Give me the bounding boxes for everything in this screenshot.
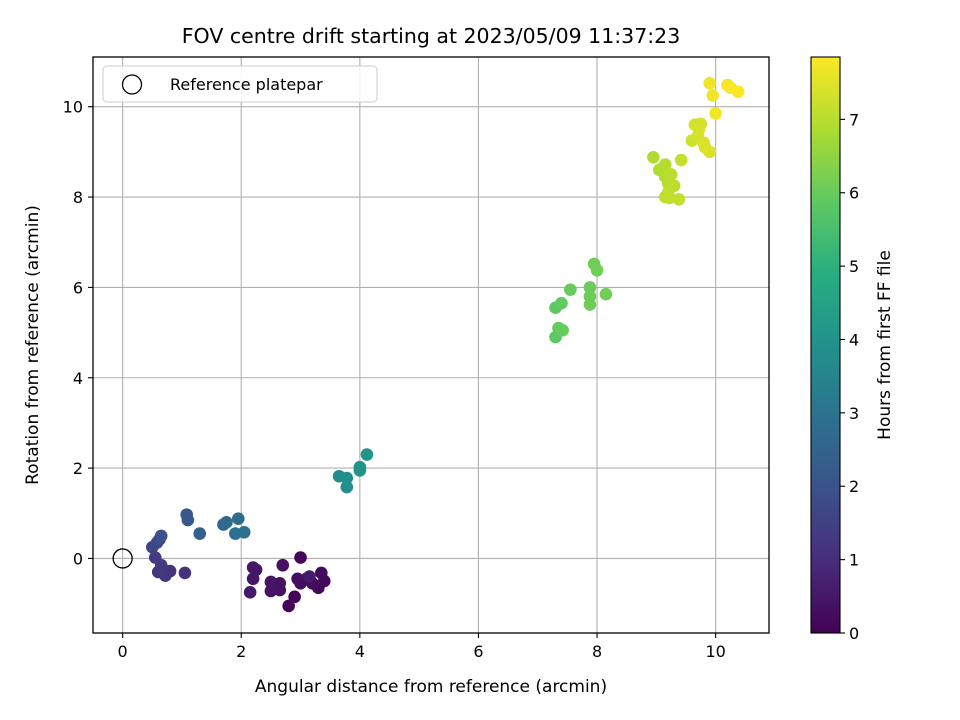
colorbar-tick-label: 3: [849, 404, 859, 423]
data-point: [703, 76, 717, 90]
chart-title: FOV centre drift starting at 2023/05/09 …: [182, 24, 681, 48]
data-point: [178, 566, 192, 580]
data-point: [674, 153, 688, 167]
y-tick-label: 2: [73, 459, 83, 478]
data-point: [599, 287, 613, 301]
x-tick-label: 6: [473, 642, 483, 661]
colorbar-label: Hours from first FF file: [875, 250, 895, 440]
data-point: [590, 263, 604, 277]
data-point: [340, 471, 354, 485]
data-point: [288, 590, 301, 604]
data-point: [555, 296, 568, 310]
x-axis-ticks: 0 2 4 6 8 10: [118, 633, 726, 661]
data-points: [145, 76, 745, 613]
legend: Reference platepar: [102, 65, 378, 103]
data-point: [303, 570, 316, 583]
data-point: [237, 525, 251, 539]
data-point: [314, 566, 328, 580]
data-point: [647, 150, 660, 164]
data-point: [264, 584, 278, 598]
colorbar-tick-label: 6: [849, 184, 859, 203]
data-point: [663, 191, 676, 205]
data-point: [672, 193, 686, 206]
data-point: [706, 89, 719, 102]
plot-frame: [92, 56, 770, 634]
reference-platepar-marker: [112, 548, 133, 569]
grid-lines: [93, 57, 769, 633]
data-point: [231, 512, 245, 526]
y-tick-label: 10: [63, 98, 83, 117]
data-point: [658, 158, 672, 171]
legend-box: [102, 65, 378, 103]
colorbar-tick-label: 7: [849, 110, 859, 129]
data-point: [246, 572, 260, 586]
data-point: [148, 551, 162, 564]
y-axis-ticks: 0 2 4 6 8 10: [63, 98, 93, 568]
data-point: [264, 575, 278, 589]
y-tick-label: 6: [73, 278, 83, 297]
y-axis-label: Rotation from reference (arcmin): [23, 205, 43, 485]
data-point: [564, 283, 577, 296]
data-point: [220, 516, 233, 529]
data-point: [692, 122, 706, 136]
data-point: [360, 448, 374, 461]
legend-marker-icon: [121, 74, 143, 95]
legend-label: Reference platepar: [170, 75, 323, 94]
colorbar-tick-label: 5: [849, 257, 859, 276]
data-point: [193, 527, 207, 540]
x-tick-label: 8: [592, 642, 602, 661]
data-point: [583, 281, 597, 294]
data-point: [291, 572, 304, 586]
colorbar-tick-label: 1: [849, 551, 859, 570]
data-point: [556, 324, 569, 337]
data-point: [583, 298, 597, 311]
data-point: [154, 529, 168, 543]
data-point: [340, 480, 354, 494]
data-point: [664, 168, 678, 181]
y-tick-label: 0: [73, 549, 83, 568]
data-point: [731, 85, 745, 99]
data-point: [243, 586, 257, 599]
colorbar-tick-label: 0: [849, 624, 859, 643]
x-tick-label: 10: [705, 642, 725, 661]
x-axis-label: Angular distance from reference (arcmin): [255, 677, 607, 697]
data-point: [282, 599, 295, 613]
data-point: [294, 551, 307, 564]
y-tick-label: 8: [73, 188, 83, 207]
data-point: [709, 107, 722, 120]
data-point: [246, 561, 260, 574]
x-tick-label: 4: [355, 642, 365, 661]
x-tick-label: 0: [118, 642, 128, 661]
colorbar-tick-label: 2: [849, 477, 859, 496]
colorbar-tick-label: 4: [849, 330, 859, 349]
data-point: [276, 558, 290, 572]
colorbar: [810, 56, 841, 634]
data-point: [353, 460, 367, 474]
data-point: [181, 513, 195, 527]
data-point: [703, 145, 717, 159]
x-tick-label: 2: [236, 642, 246, 661]
y-tick-label: 4: [73, 369, 83, 388]
colorbar-ticks: 0 1 2 3 4 5 6 7: [840, 110, 859, 643]
